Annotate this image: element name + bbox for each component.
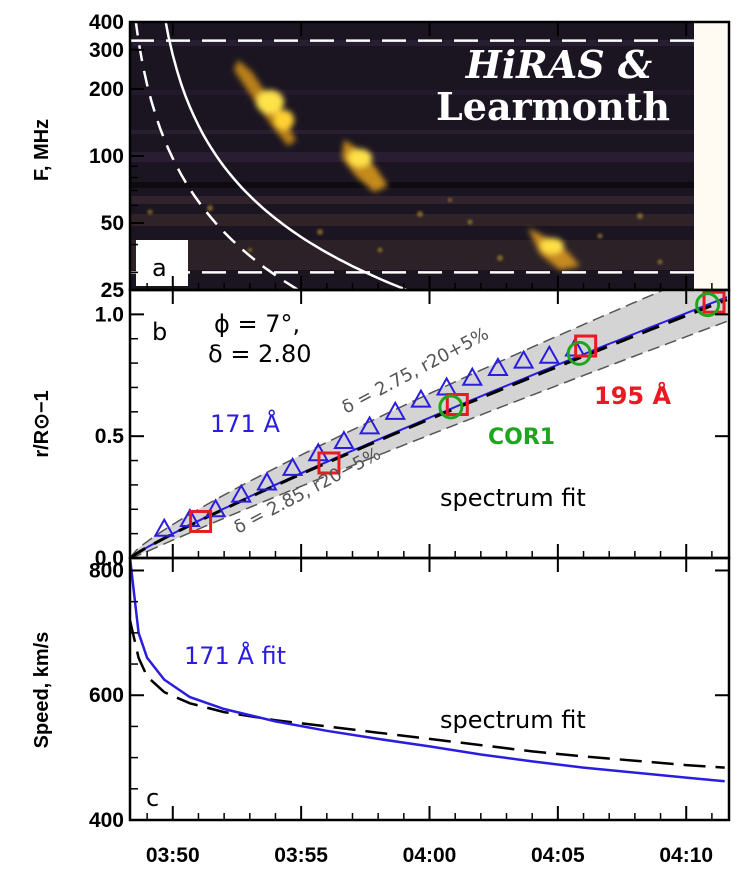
marker-171 bbox=[461, 366, 483, 386]
panel-b: b ϕ = 7°, δ = 2.80 δ = 2.75, r20+5% δ = … bbox=[31, 288, 731, 570]
delta-annotation: δ = 2.80 bbox=[208, 340, 312, 368]
spectrum-title-line1: HiRAS & bbox=[465, 42, 652, 87]
marker-171 bbox=[204, 498, 227, 518]
series-195-label: 195 Å bbox=[594, 381, 671, 410]
band-upper-edge bbox=[130, 290, 666, 558]
ytick-label: 400 bbox=[89, 809, 124, 832]
marker-171 bbox=[281, 456, 304, 476]
ytick-label: 600 bbox=[89, 684, 124, 707]
drift-curve-dashed bbox=[134, 22, 301, 290]
band-lower-edge bbox=[130, 320, 728, 558]
marker-171 bbox=[538, 344, 561, 364]
marker-171 bbox=[384, 400, 406, 420]
noise-speckles bbox=[147, 198, 663, 265]
panel-b-yticks: 0.0 0.5 1.0 bbox=[95, 303, 729, 570]
series-cor1-label: COR1 bbox=[488, 425, 555, 450]
fit-171-label: 171 Å fit bbox=[184, 641, 286, 670]
emission-patch-2 bbox=[342, 140, 388, 192]
spectrum-fit-label-b: spectrum fit bbox=[440, 484, 586, 512]
marker-195 bbox=[574, 334, 598, 358]
ytick-label: 800 bbox=[89, 559, 124, 582]
spectrum-fit-label-c: spectrum fit bbox=[440, 706, 586, 734]
xtick-label: 04:10 bbox=[659, 844, 713, 867]
spectrum-data-gap bbox=[694, 22, 729, 290]
panel-a-curves bbox=[130, 22, 694, 290]
ytick-label: 400 bbox=[89, 11, 124, 34]
panel-b-label: b bbox=[152, 318, 167, 346]
panel-c-ylabel: Speed, km/s bbox=[31, 632, 53, 749]
panel-c-frame bbox=[128, 556, 731, 822]
panel-c-label: c bbox=[146, 784, 159, 812]
panel-b-markers bbox=[153, 290, 726, 537]
panel-a-label-box bbox=[136, 240, 188, 286]
marker-cor1 bbox=[438, 394, 464, 420]
series-171-label: 171 Å bbox=[210, 409, 280, 438]
xtick-label: 03:50 bbox=[146, 844, 200, 867]
ytick-label: 200 bbox=[89, 78, 124, 101]
panel-a: HiRAS & Learmonth a 25 50 100 200 300 400 F, … bbox=[31, 11, 731, 302]
marker-171 bbox=[230, 483, 252, 503]
drift-curve-solid bbox=[164, 22, 411, 290]
ytick-label: 0.0 bbox=[95, 547, 124, 570]
marker-171 bbox=[358, 415, 381, 435]
spectrum-fit-line bbox=[130, 298, 728, 558]
marker-171 bbox=[410, 388, 432, 408]
fit-171-speed-line bbox=[130, 558, 725, 783]
ytick-label: 25 bbox=[101, 279, 125, 302]
panel-a-ylabel: F, MHz bbox=[31, 119, 53, 181]
x-axis-ticks: 03:50 03:55 04:00 04:05 04:10 bbox=[146, 22, 713, 867]
ytick-label: 50 bbox=[101, 212, 124, 235]
marker-cor1 bbox=[695, 292, 721, 318]
emission-patch-3 bbox=[528, 228, 580, 270]
marker-cor1 bbox=[566, 340, 592, 366]
panel-a-yticks: 25 50 100 200 300 400 bbox=[89, 11, 144, 302]
xtick-label: 04:05 bbox=[531, 844, 585, 867]
panel-a-label: a bbox=[152, 254, 167, 282]
panel-c-yticks: 400 600 800 bbox=[89, 559, 729, 832]
ytick-label: 300 bbox=[89, 39, 124, 62]
panel-c: 171 Å fit spectrum fit c 400 600 800 03:50… bbox=[31, 22, 731, 867]
spectrum-texture bbox=[130, 40, 694, 270]
ytick-label: 100 bbox=[89, 145, 124, 168]
spectrum-fit-speed-line bbox=[130, 620, 725, 769]
ytick-label: 1.0 bbox=[95, 303, 124, 326]
marker-171 bbox=[487, 356, 509, 376]
ytick-label: 0.5 bbox=[95, 425, 125, 448]
marker-171 bbox=[333, 430, 355, 450]
panel-b-ylabel: r/R⊙−1 bbox=[31, 390, 53, 457]
marker-195 bbox=[317, 451, 341, 475]
phi-annotation: ϕ = 7°, bbox=[214, 310, 300, 338]
xtick-label: 04:00 bbox=[403, 844, 457, 867]
xtick-label: 03:55 bbox=[274, 844, 328, 867]
spectrum-title-line2: Learmonth bbox=[436, 84, 670, 129]
marker-171 bbox=[256, 471, 278, 491]
marker-171 bbox=[153, 517, 175, 537]
marker-195 bbox=[189, 509, 213, 533]
emission-lane-1 bbox=[234, 60, 296, 146]
marker-171 bbox=[512, 349, 535, 369]
